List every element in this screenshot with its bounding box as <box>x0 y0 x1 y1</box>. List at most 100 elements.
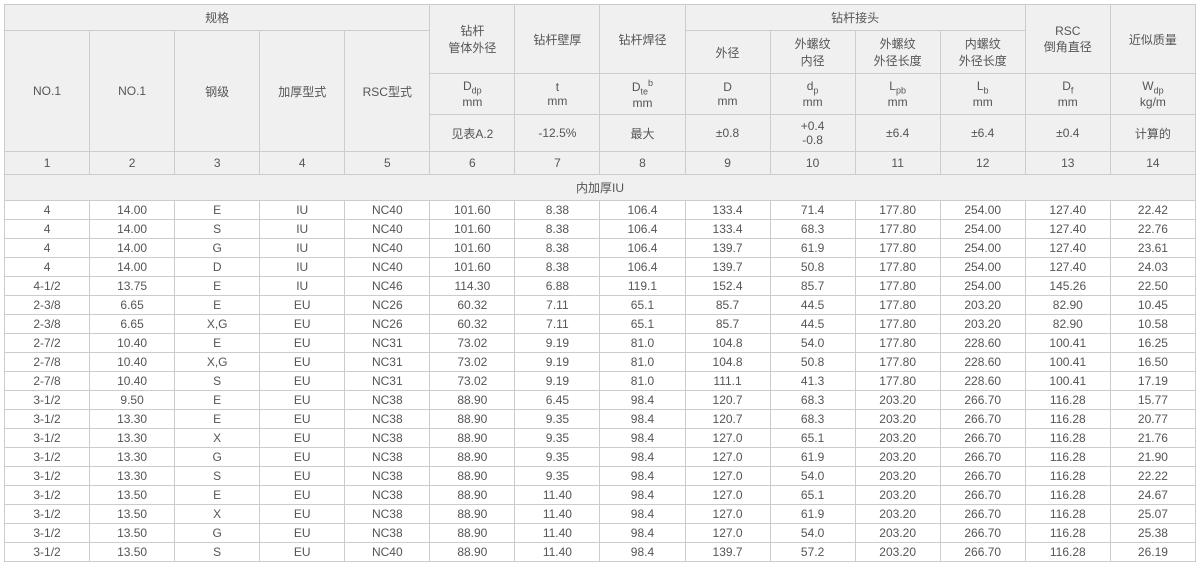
table-cell: 127.0 <box>685 505 770 524</box>
table-cell: 88.90 <box>430 505 515 524</box>
table-cell: 152.4 <box>685 277 770 296</box>
table-cell: NC46 <box>345 277 430 296</box>
table-cell: 6.88 <box>515 277 600 296</box>
table-cell: 16.50 <box>1110 353 1195 372</box>
table-cell: 98.4 <box>600 505 685 524</box>
hdr-no1b: NO.1 <box>90 31 175 152</box>
sym: Lb <box>977 79 989 93</box>
table-cell: 106.4 <box>600 258 685 277</box>
table-cell: IU <box>260 220 345 239</box>
table-cell: 203.20 <box>940 296 1025 315</box>
table-cell: NC38 <box>345 448 430 467</box>
table-cell: 24.67 <box>1110 486 1195 505</box>
table-cell: EU <box>260 543 345 562</box>
table-cell: 61.9 <box>770 505 855 524</box>
table-cell: 266.70 <box>940 391 1025 410</box>
table-cell: 101.60 <box>430 220 515 239</box>
table-cell: 11.40 <box>515 543 600 562</box>
table-cell: 254.00 <box>940 258 1025 277</box>
table-cell: NC38 <box>345 505 430 524</box>
table-cell: 98.4 <box>600 524 685 543</box>
table-cell: 203.20 <box>855 467 940 486</box>
section-iu-label: 内加厚IU <box>5 175 1196 201</box>
table-cell: 177.80 <box>855 372 940 391</box>
data-rows: 414.00EIUNC40101.608.38106.4133.471.4177… <box>5 201 1196 562</box>
table-cell: EU <box>260 410 345 429</box>
hdr-note-pm04: ±0.4 <box>1025 115 1110 152</box>
table-cell: 228.60 <box>940 353 1025 372</box>
table-cell: 13.75 <box>90 277 175 296</box>
table-cell: NC40 <box>345 258 430 277</box>
hdr-sym-t: tmm <box>515 74 600 115</box>
table-cell: S <box>175 467 260 486</box>
table-cell: EU <box>260 334 345 353</box>
table-cell: 228.60 <box>940 334 1025 353</box>
table-cell: 203.20 <box>855 448 940 467</box>
table-cell: 2-7/8 <box>5 372 90 391</box>
table-cell: 254.00 <box>940 239 1025 258</box>
hdr-joint-int-len: 内螺纹外径长度 <box>940 31 1025 74</box>
col-num: 6 <box>430 152 515 175</box>
table-row: 3-1/29.50EEUNC3888.906.4598.4120.768.320… <box>5 391 1196 410</box>
table-cell: NC26 <box>345 315 430 334</box>
table-cell: 139.7 <box>685 258 770 277</box>
table-cell: E <box>175 334 260 353</box>
table-cell: 15.77 <box>1110 391 1195 410</box>
col-num: 9 <box>685 152 770 175</box>
table-row: 3-1/213.50SEUNC4088.9011.4098.4139.757.2… <box>5 543 1196 562</box>
table-cell: 203.20 <box>855 505 940 524</box>
table-row: 3-1/213.30GEUNC3888.909.3598.4127.061.92… <box>5 448 1196 467</box>
table-cell: 44.5 <box>770 315 855 334</box>
table-cell: 177.80 <box>855 353 940 372</box>
table-cell: 23.61 <box>1110 239 1195 258</box>
table-cell: 71.4 <box>770 201 855 220</box>
table-cell: X,G <box>175 315 260 334</box>
hdr-note-pm08: ±0.8 <box>685 115 770 152</box>
table-row: 2-7/810.40X,GEUNC3173.029.1981.0104.850.… <box>5 353 1196 372</box>
table-cell: 177.80 <box>855 258 940 277</box>
table-cell: 98.4 <box>600 448 685 467</box>
table-cell: 266.70 <box>940 543 1025 562</box>
table-cell: 68.3 <box>770 220 855 239</box>
table-cell: 100.41 <box>1025 353 1110 372</box>
table-cell: 254.00 <box>940 277 1025 296</box>
hdr-joint-od: 外径 <box>685 31 770 74</box>
col-num: 14 <box>1110 152 1195 175</box>
table-cell: 2-7/8 <box>5 353 90 372</box>
table-cell: 7.11 <box>515 315 600 334</box>
hdr-sym-lb: Lbmm <box>940 74 1025 115</box>
table-cell: 203.20 <box>855 391 940 410</box>
hdr-joint-ext-len: 外螺纹外径长度 <box>855 31 940 74</box>
table-cell: IU <box>260 239 345 258</box>
table-cell: 22.22 <box>1110 467 1195 486</box>
table-cell: NC38 <box>345 391 430 410</box>
table-cell: NC40 <box>345 201 430 220</box>
table-cell: EU <box>260 448 345 467</box>
hdr-sym-wdp: Wdpkg/m <box>1110 74 1195 115</box>
table-cell: 116.28 <box>1025 505 1110 524</box>
table-cell: 9.19 <box>515 372 600 391</box>
table-cell: 101.60 <box>430 239 515 258</box>
hdr-joint-group: 钻杆接头 <box>685 5 1025 31</box>
table-cell: 203.20 <box>855 410 940 429</box>
table-cell: 116.28 <box>1025 543 1110 562</box>
table-cell: 203.20 <box>940 315 1025 334</box>
col-num: 11 <box>855 152 940 175</box>
table-cell: 88.90 <box>430 486 515 505</box>
table-row: 4-1/213.75EIUNC46114.306.88119.1152.485.… <box>5 277 1196 296</box>
table-cell: 101.60 <box>430 258 515 277</box>
table-cell: D <box>175 258 260 277</box>
table-row: 3-1/213.30XEUNC3888.909.3598.4127.065.12… <box>5 429 1196 448</box>
table-cell: NC38 <box>345 410 430 429</box>
table-cell: 81.0 <box>600 334 685 353</box>
table-cell: 88.90 <box>430 467 515 486</box>
table-cell: 177.80 <box>855 277 940 296</box>
table-cell: 13.50 <box>90 524 175 543</box>
sym: Lpb <box>889 79 906 93</box>
hdr-note-pm64a: ±6.4 <box>855 115 940 152</box>
table-cell: 127.40 <box>1025 220 1110 239</box>
table-cell: G <box>175 524 260 543</box>
table-cell: EU <box>260 486 345 505</box>
table-cell: 85.7 <box>685 315 770 334</box>
table-cell: 4 <box>5 201 90 220</box>
